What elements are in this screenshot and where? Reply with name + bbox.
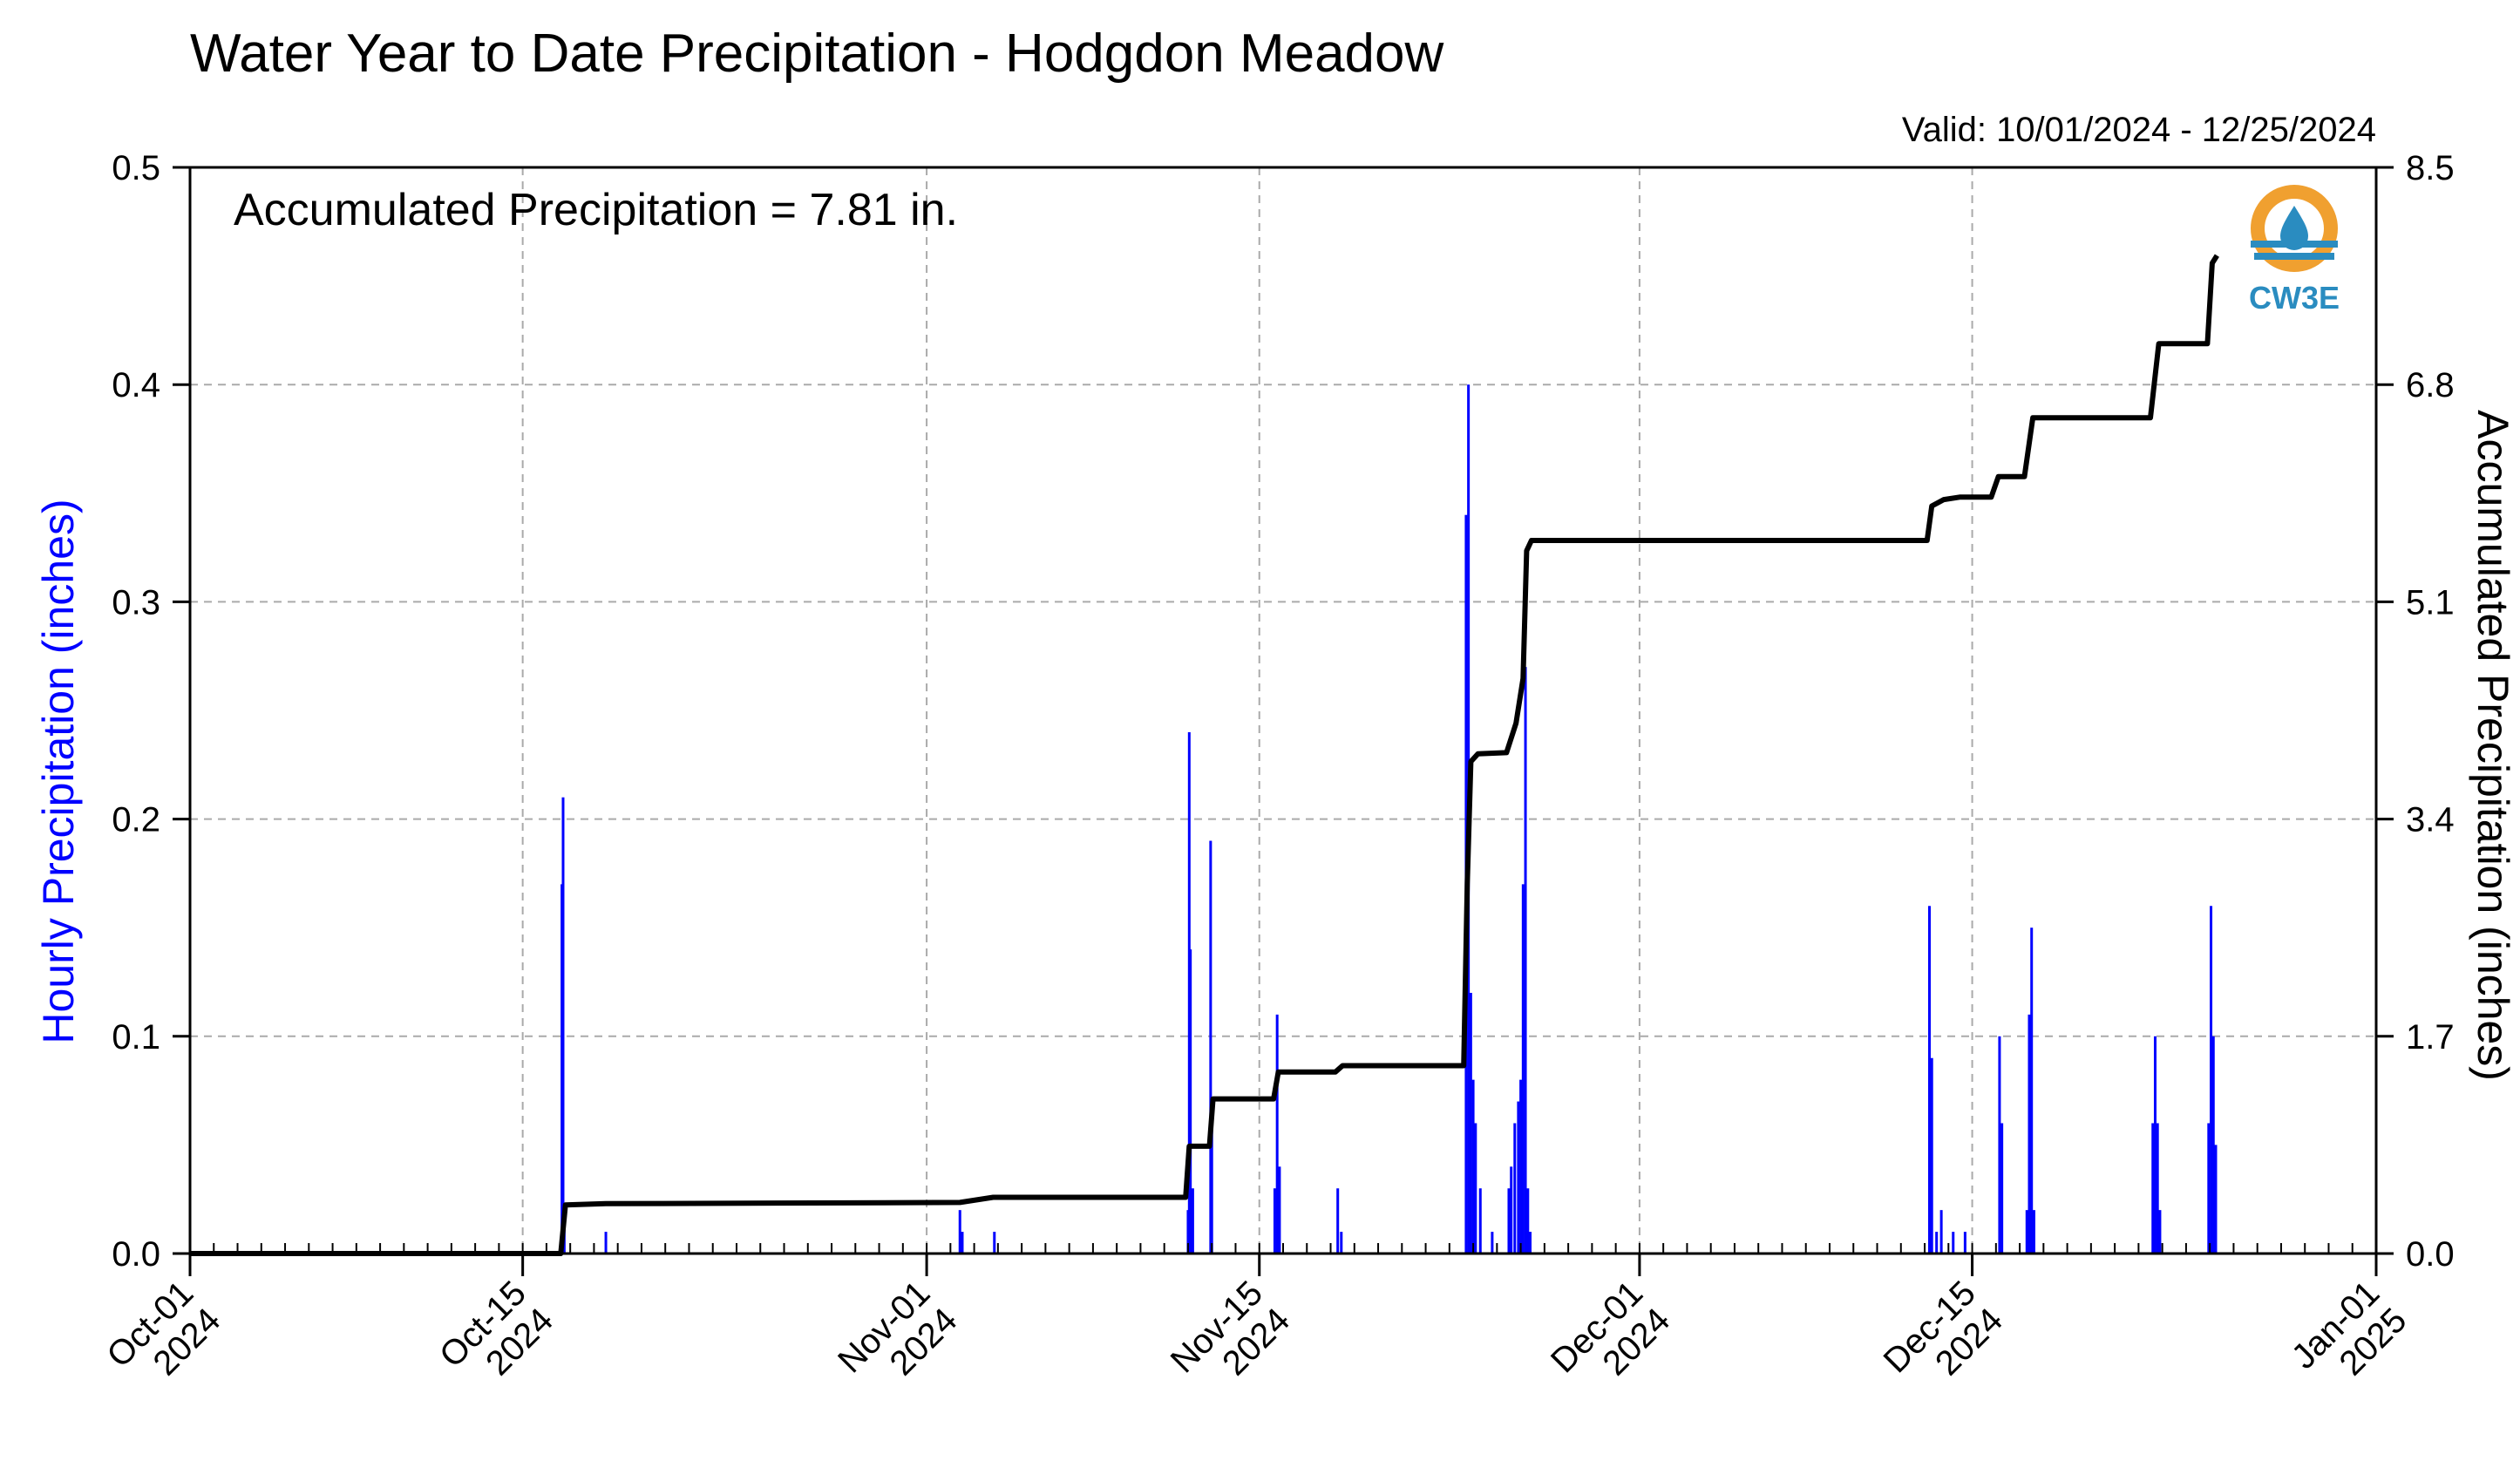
- right-y-axis-ticks: 0.0 1.7 3.4 5.1 6.8 8.5: [2376, 149, 2455, 1274]
- chart-title: Water Year to Date Precipitation - Hodgd…: [190, 24, 1444, 84]
- precip-bar: [2156, 1123, 2159, 1254]
- precip-bar: [2207, 1123, 2211, 1254]
- plot-frame: [188, 166, 2378, 1255]
- precip-bar: [1930, 1057, 1933, 1254]
- precip-bar: [561, 797, 565, 1254]
- precip-bar: [2158, 1210, 2162, 1254]
- precip-bar: [1209, 840, 1212, 1254]
- precip-bar: [1474, 1123, 1477, 1254]
- precip-bar: [1935, 1232, 1939, 1254]
- right-y-axis-label: Accumulated Precipitation (inches): [2469, 410, 2517, 1081]
- precip-bar: [1278, 1166, 1281, 1254]
- precip-bar: [1529, 1232, 1532, 1254]
- precip-bar: [1524, 667, 1527, 1254]
- precip-bar: [1471, 1079, 1475, 1254]
- logo-wave-1-icon: [2251, 241, 2338, 248]
- precip-bar: [1939, 1210, 1943, 1254]
- y-right-tick-label: 5.1: [2406, 583, 2455, 622]
- precip-bar: [2025, 1210, 2028, 1254]
- hourly-precip-bars: [560, 384, 2218, 1254]
- y-right-tick-label: 3.4: [2406, 801, 2455, 839]
- y-right-tick-label: 6.8: [2406, 366, 2455, 404]
- precip-bar: [1510, 1166, 1513, 1254]
- precip-bar: [2214, 1145, 2218, 1254]
- y-right-tick-label: 8.5: [2406, 149, 2455, 187]
- precip-bar: [961, 1232, 964, 1254]
- precip-bar: [1491, 1232, 1494, 1254]
- left-y-axis-label: Hourly Precipitation (inches): [34, 499, 83, 1043]
- logo-wave-2-icon: [2254, 253, 2334, 260]
- accumulated-precip-line: [190, 254, 2219, 1256]
- precip-bar: [2153, 1036, 2157, 1254]
- precip-bar: [1275, 1014, 1279, 1254]
- logo-drop-icon: [2280, 206, 2308, 250]
- precip-bar: [1210, 1123, 1213, 1254]
- precip-bar: [1963, 1232, 1966, 1254]
- plot-axes: [188, 166, 2378, 1255]
- precip-bar: [2210, 906, 2213, 1254]
- y-left-tick-label: 0.0: [112, 1235, 160, 1274]
- precip-bar: [604, 1232, 608, 1254]
- logo-text: CW3E: [2249, 280, 2340, 316]
- precip-bar: [2030, 928, 2034, 1254]
- precip-bar: [1513, 1123, 1517, 1254]
- precip-bar: [1478, 1188, 1482, 1254]
- y-left-tick-label: 0.3: [112, 583, 160, 622]
- precip-bar: [993, 1232, 996, 1254]
- precip-bar: [1952, 1232, 1955, 1254]
- precip-bar: [1521, 884, 1525, 1254]
- precip-bar: [1927, 906, 1931, 1254]
- precip-bar: [1191, 1188, 1194, 1254]
- y-right-tick-label: 1.7: [2406, 1018, 2455, 1057]
- y-right-tick-label: 0.0: [2406, 1235, 2455, 1274]
- valid-range: Valid: 10/01/2024 - 12/25/2024: [1902, 111, 2376, 149]
- precip-bar: [1336, 1188, 1340, 1254]
- y-left-tick-label: 0.1: [112, 1018, 160, 1057]
- precip-bar: [1998, 1036, 2001, 1254]
- precip-bar: [1519, 1079, 1523, 1254]
- accumulated-annotation: Accumulated Precipitation = 7.81 in.: [234, 185, 958, 235]
- precip-bar: [1273, 1188, 1276, 1254]
- precip-bar: [1517, 1101, 1520, 1254]
- left-y-axis-ticks: 0.0 0.1 0.2 0.3 0.4 0.5: [112, 149, 190, 1274]
- precip-bar: [2000, 1123, 2004, 1254]
- precip-bar: [1469, 992, 1472, 1254]
- precip-bar: [1507, 1188, 1511, 1254]
- grid-lines: [190, 167, 2376, 1254]
- precip-bar: [958, 1210, 961, 1254]
- y-left-tick-label: 0.4: [112, 366, 160, 404]
- precip-bar: [2211, 1036, 2215, 1254]
- precip-bar: [1189, 949, 1192, 1254]
- precip-bar: [2151, 1123, 2155, 1254]
- precip-bar: [2032, 1210, 2035, 1254]
- y-left-tick-label: 0.2: [112, 801, 160, 839]
- precip-bar: [1526, 1188, 1530, 1254]
- y-left-tick-label: 0.5: [112, 149, 160, 187]
- precip-bar: [2028, 1014, 2031, 1254]
- cw3e-logo: CW3E: [2249, 185, 2340, 316]
- precip-bar: [1340, 1232, 1343, 1254]
